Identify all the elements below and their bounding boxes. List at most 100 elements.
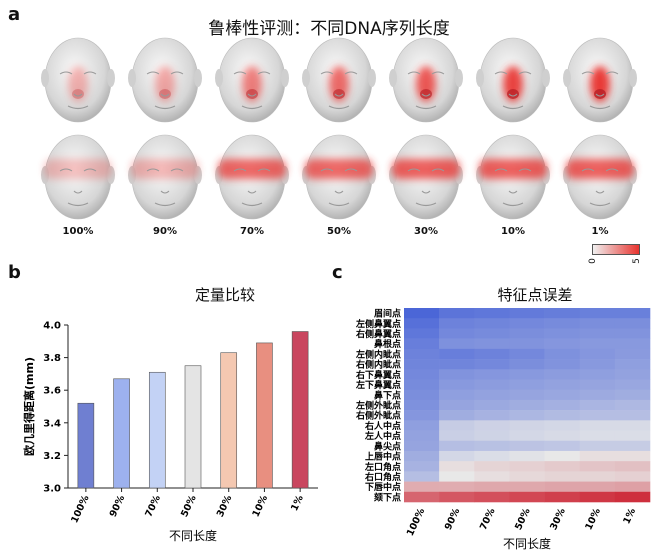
- heatmap-cell: [509, 491, 545, 503]
- x-tick-label: 50%: [179, 493, 199, 519]
- heatmap-cell: [614, 359, 651, 370]
- heatmap-cell: [404, 430, 440, 442]
- y-tick-label: 3.0: [43, 484, 61, 495]
- heatmap-cell: [544, 440, 581, 452]
- heatmap-cell: [614, 471, 651, 482]
- heatmap-cell: [474, 389, 510, 401]
- heatmap-cell: [614, 338, 651, 350]
- x-tick-label: 90%: [108, 493, 128, 519]
- row-label: 左侧内眦点: [355, 348, 401, 360]
- heatmap-cell: [614, 481, 651, 493]
- percent-label: 50%: [327, 226, 351, 237]
- row-label: 右侧鼻翼点: [355, 328, 401, 340]
- heatmap-cell: [474, 318, 510, 329]
- heatmap-cell: [544, 420, 581, 431]
- row-label: 左侧外眦点: [355, 400, 401, 412]
- heatmap-cell: [509, 359, 545, 370]
- face-nose-error: [389, 37, 463, 123]
- heatmap-cell: [404, 440, 440, 452]
- heatmap-cell: [404, 328, 440, 339]
- heatmap-cell: [439, 440, 475, 452]
- heatmap-cell: [614, 410, 651, 421]
- face-nose-error: [476, 37, 550, 123]
- heatmap-cell: [579, 450, 616, 462]
- row-label: 左口角点: [364, 461, 401, 473]
- heatmap-chart: 眉间点左侧鼻翼点右侧鼻翼点鼻根点左侧内眦点右侧内眦点右下鼻翼点左下鼻翼点鼻下点左…: [355, 308, 651, 550]
- face-nose-error: [215, 37, 289, 123]
- heatmap-cell: [474, 399, 510, 411]
- heatmap-cell: [474, 308, 510, 319]
- face-nose-error: [563, 37, 637, 123]
- heatmap-cell: [579, 491, 616, 503]
- bar: [291, 331, 309, 489]
- row-label: 下唇中点: [365, 481, 401, 493]
- column-label: 70%: [478, 506, 498, 532]
- row-label: 左下鼻翼点: [355, 379, 401, 391]
- heatmap-cell: [439, 379, 475, 390]
- bar: [148, 371, 166, 489]
- heatmap-cell: [614, 461, 651, 472]
- heatmap-cell: [614, 308, 651, 319]
- heatmap-cell: [579, 430, 616, 442]
- heatmap-cell: [544, 369, 581, 380]
- bar-chart: 3.0 3.2 3.4 3.6 3.8 4.0 100% 90% 70% 50% 30% 10% 1% 欧…: [22, 321, 318, 543]
- heatmap-cell: [544, 328, 581, 339]
- heatmap-cell: [404, 308, 440, 319]
- column-label: 90%: [443, 506, 463, 532]
- face-eye-error: [389, 134, 463, 220]
- heatmap-cell: [614, 348, 651, 360]
- heatmap-cell: [474, 471, 510, 482]
- heatmap-cell: [439, 338, 475, 350]
- heatmap-cell: [474, 410, 510, 421]
- bar: [113, 378, 130, 489]
- bar: [256, 342, 273, 489]
- heatmap-cell: [614, 450, 651, 462]
- heatmap-cell: [544, 461, 581, 472]
- heatmap-cell: [474, 379, 510, 390]
- heatmap-cell: [544, 430, 581, 442]
- heatmap-cell: [509, 308, 545, 319]
- row-label: 右侧外眦点: [355, 410, 401, 422]
- heatmap-cell: [474, 359, 510, 370]
- x-axis-label: 不同长度: [503, 536, 551, 550]
- y-tick-label: 4.0: [43, 321, 61, 332]
- y-tick-label: 3.8: [43, 353, 61, 364]
- heatmap-cell: [439, 420, 475, 431]
- heatmap-cell: [404, 348, 440, 360]
- heatmap-cell: [544, 318, 581, 329]
- heatmap-cell: [509, 399, 545, 411]
- panel-letter-b: b: [8, 262, 21, 283]
- x-axis-label: 不同长度: [169, 528, 217, 543]
- row-label: 右下鼻翼点: [355, 369, 401, 381]
- heatmap-cell: [439, 389, 475, 401]
- heatmap-cell: [544, 359, 581, 370]
- row-label: 右侧内眦点: [355, 359, 401, 371]
- faces-grid: [41, 37, 637, 220]
- heatmap-cell: [404, 410, 440, 421]
- heatmap-cell: [404, 318, 440, 329]
- heatmap-cell: [509, 471, 545, 482]
- heatmap-cell: [579, 420, 616, 431]
- heatmap-title: 特征点误差: [497, 286, 573, 304]
- row-label: 鼻尖点: [374, 440, 401, 452]
- percent-label: 10%: [501, 226, 525, 237]
- heatmap-cell: [474, 338, 510, 350]
- column-label: 100%: [405, 506, 428, 538]
- heatmap-cell: [439, 328, 475, 339]
- x-tick-label: 30%: [215, 493, 235, 519]
- heatmap-cell: [404, 359, 440, 370]
- heatmap-cell: [579, 481, 616, 493]
- bar: [220, 352, 238, 489]
- heatmap-cell: [614, 491, 651, 503]
- heatmap-cell: [509, 430, 545, 442]
- heatmap-cell: [579, 399, 616, 411]
- heatmap-cell: [614, 399, 651, 411]
- heatmap-cell: [439, 430, 475, 442]
- percent-label: 90%: [153, 226, 177, 237]
- heatmap-cell: [544, 379, 581, 390]
- heatmap-cell: [579, 379, 616, 390]
- heatmap-cell: [439, 359, 475, 370]
- heatmap-cell: [614, 440, 651, 452]
- row-label: 右口角点: [364, 471, 401, 483]
- row-label: 上唇中点: [365, 451, 401, 463]
